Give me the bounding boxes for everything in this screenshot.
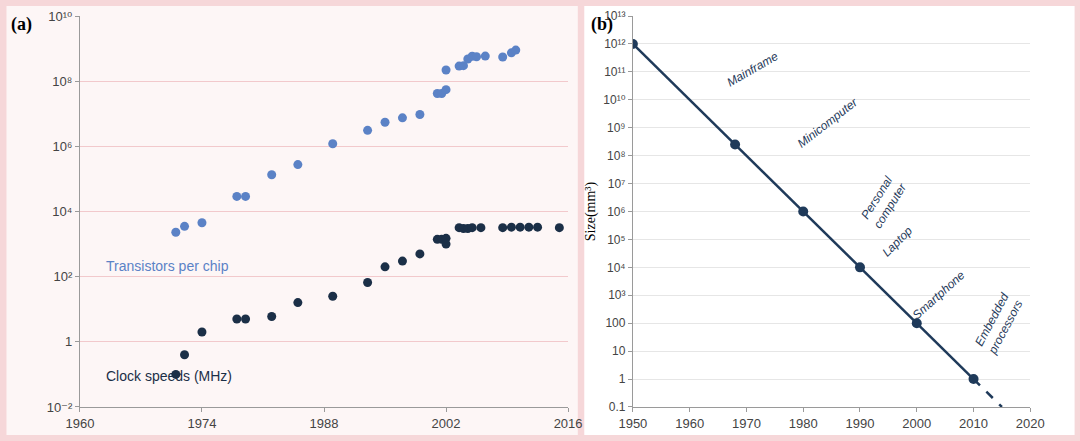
- svg-text:10⁹: 10⁹: [607, 121, 626, 135]
- svg-text:10³: 10³: [608, 288, 625, 302]
- svg-text:Clock speeds (MHz): Clock speeds (MHz): [106, 368, 232, 384]
- svg-text:Personalcomputer: Personalcomputer: [858, 172, 910, 231]
- svg-text:2010: 2010: [959, 416, 988, 431]
- svg-text:(a): (a): [11, 14, 32, 35]
- svg-text:1970: 1970: [732, 416, 761, 431]
- svg-text:2002: 2002: [432, 416, 461, 431]
- svg-text:2000: 2000: [902, 416, 931, 431]
- svg-text:Mainframe: Mainframe: [724, 49, 780, 90]
- svg-text:2016: 2016: [554, 416, 583, 431]
- svg-text:10¹⁰: 10¹⁰: [603, 93, 625, 107]
- svg-text:1950: 1950: [618, 416, 647, 431]
- svg-text:(b): (b): [591, 14, 613, 35]
- svg-text:100: 100: [605, 316, 625, 330]
- svg-text:10⁶: 10⁶: [53, 139, 73, 154]
- svg-text:1990: 1990: [846, 416, 875, 431]
- svg-text:1960: 1960: [65, 416, 94, 431]
- svg-text:10⁶: 10⁶: [607, 205, 625, 219]
- svg-text:1974: 1974: [187, 416, 216, 431]
- svg-text:10⁸: 10⁸: [52, 74, 72, 89]
- svg-text:2020: 2020: [1016, 416, 1045, 431]
- svg-text:1960: 1960: [675, 416, 704, 431]
- svg-text:Minicomputer: Minicomputer: [795, 95, 861, 151]
- svg-text:10⁵: 10⁵: [607, 233, 625, 247]
- svg-text:10¹¹: 10¹¹: [604, 65, 625, 79]
- svg-text:0.1: 0.1: [609, 400, 626, 414]
- svg-text:10¹⁰: 10¹⁰: [48, 9, 72, 24]
- svg-text:Size(mm³): Size(mm³): [583, 181, 599, 241]
- svg-text:10¹²: 10¹²: [604, 37, 625, 51]
- svg-text:1: 1: [619, 372, 626, 386]
- svg-text:Embeddedprocessors: Embeddedprocessors: [971, 290, 1025, 357]
- svg-text:Transistors per chip: Transistors per chip: [106, 258, 229, 274]
- svg-text:Laptop: Laptop: [879, 223, 915, 259]
- svg-text:10⁸: 10⁸: [607, 149, 625, 163]
- svg-text:10²: 10²: [54, 269, 73, 284]
- svg-text:1: 1: [65, 334, 72, 349]
- svg-text:10⁷: 10⁷: [608, 177, 626, 191]
- svg-text:10: 10: [612, 344, 626, 358]
- svg-text:10⁴: 10⁴: [607, 261, 626, 275]
- svg-text:Smartphone: Smartphone: [910, 268, 968, 322]
- svg-text:10¹³: 10¹³: [604, 9, 625, 23]
- svg-text:1980: 1980: [789, 416, 818, 431]
- svg-text:10⁴: 10⁴: [52, 204, 72, 219]
- svg-text:1988: 1988: [310, 416, 339, 431]
- svg-text:10⁻²: 10⁻²: [47, 400, 73, 415]
